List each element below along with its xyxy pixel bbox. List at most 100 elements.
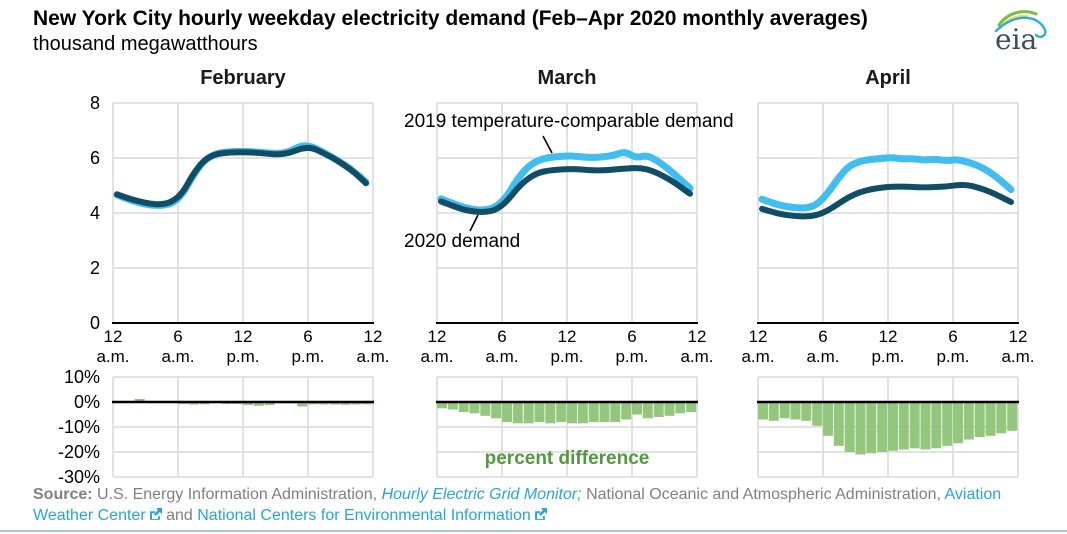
line-2020-demand	[759, 181, 1014, 220]
source-part3: and	[161, 507, 198, 524]
pct-diff-bar	[621, 402, 632, 420]
annotation-2019-demand: 2019 temperature-comparable demand	[404, 111, 734, 132]
pct-diff-bar	[253, 402, 264, 406]
pct-diff-bar	[844, 402, 855, 452]
pct-diff-bar	[675, 402, 686, 414]
source-link-aviation-weather[interactable]: Aviation Weather Center	[33, 486, 1002, 524]
pct-diff-bar	[340, 402, 351, 405]
source-part2: National Oceanic and Atmospheric Adminis…	[581, 486, 945, 503]
footer-divider	[0, 530, 1067, 532]
pct-diff-bar	[502, 402, 512, 422]
x-tick-label: 6 a.m.	[806, 327, 840, 366]
source-note: Source: U.S. Energy Information Administ…	[33, 484, 1033, 526]
pct-diff-bar	[447, 402, 458, 410]
pct-diff-bar	[779, 402, 790, 419]
pct-diff-bar	[512, 402, 523, 424]
line-2020-demand	[114, 144, 369, 208]
pct-diff-bar	[469, 402, 480, 414]
line-2019-demand	[758, 154, 1015, 212]
pct-diff-bar	[243, 402, 253, 405]
pct-diff-bar	[556, 402, 567, 422]
external-link-icon[interactable]	[534, 506, 547, 520]
percent-difference-label: percent difference	[484, 448, 650, 469]
chart-unit-subtitle: thousand megawatthours	[33, 33, 258, 55]
pct-diff-bar	[985, 402, 996, 436]
pct-diff-bar	[866, 402, 877, 454]
x-tick-label: 12 a.m.	[356, 327, 390, 366]
pct-diff-bar	[768, 402, 779, 421]
x-tick-label: 12 a.m.	[741, 327, 775, 366]
source-part1: U.S. Energy Information Administration,	[92, 486, 382, 503]
external-link-icon[interactable]	[149, 506, 162, 520]
panel-title-april: April	[865, 67, 911, 89]
y-tick-label: 0	[89, 313, 100, 333]
pct-diff-bar	[297, 402, 308, 407]
pct-diff-bar	[942, 402, 953, 446]
leader-line-2019	[542, 135, 553, 154]
pct-diff-bar	[437, 402, 447, 409]
y-tick-label: 6	[89, 148, 100, 168]
x-tick-label: 6 p.m.	[936, 327, 970, 366]
pct-diff-bar	[931, 402, 942, 449]
pct-tick-label: 10%	[63, 367, 100, 387]
pct-diff-bar	[491, 402, 502, 419]
pct-diff-bar	[974, 402, 985, 437]
pct-diff-bar	[134, 399, 145, 402]
pct-diff-bar	[823, 402, 833, 436]
x-tick-label: 12 a.m.	[420, 327, 454, 366]
pct-diff-bar	[888, 402, 898, 451]
pct-diff-bar	[545, 402, 556, 424]
y-tick-label: 2	[89, 258, 100, 278]
x-tick-label: 12 p.m.	[226, 327, 260, 366]
source-prefix: Source:	[33, 486, 93, 503]
pct-diff-bar	[567, 402, 577, 424]
pct-diff-bar	[953, 402, 963, 444]
eia-logo-text: eia	[995, 23, 1037, 54]
x-tick-label: 12 a.m.	[96, 327, 130, 366]
source-link-ncei[interactable]: National Centers for Environmental Infor…	[197, 507, 531, 524]
pct-diff-bar	[996, 402, 1007, 434]
source-link-grid-monitor[interactable]: Hourly Electric Grid Monitor	[381, 486, 578, 503]
page-title: New York City hourly weekday electricity…	[33, 7, 868, 30]
x-tick-label: 6 a.m.	[161, 327, 195, 366]
y-tick-label: 8	[89, 93, 100, 113]
pct-tick-label: -10%	[57, 417, 100, 437]
pct-diff-bar	[458, 402, 469, 412]
line-2020-demand	[438, 165, 693, 215]
pct-diff-bar	[480, 402, 491, 416]
pct-diff-bar	[686, 402, 697, 412]
x-tick-label: 6 p.m.	[291, 327, 325, 366]
line-2019-demand	[437, 149, 694, 214]
leader-line-2020	[469, 214, 479, 232]
pct-diff-bar	[653, 402, 664, 417]
pct-tick-label: -30%	[57, 467, 100, 487]
pct-diff-bar	[534, 402, 545, 422]
panel-title-march: March	[537, 67, 597, 89]
pct-diff-bar	[877, 402, 888, 452]
pct-diff-bar	[963, 402, 974, 440]
pct-tick-label: 0%	[73, 392, 100, 412]
x-tick-label: 12 a.m.	[680, 327, 714, 366]
pct-diff-bar	[909, 402, 920, 449]
x-tick-label: 12 p.m.	[550, 327, 584, 366]
pct-diff-bar	[632, 402, 642, 415]
x-tick-label: 12 p.m.	[871, 327, 905, 366]
pct-diff-bar	[801, 402, 812, 421]
annotation-2020-demand: 2020 demand	[404, 231, 521, 252]
pct-diff-bar	[664, 402, 675, 416]
x-tick-label: 12 a.m.	[1001, 327, 1035, 366]
pct-diff-bar	[577, 402, 588, 424]
pct-diff-bar	[588, 402, 599, 422]
x-tick-label: 6 p.m.	[615, 327, 649, 366]
pct-diff-bar	[855, 402, 866, 455]
pct-diff-bar	[642, 402, 653, 419]
pct-diff-bar	[812, 402, 823, 426]
pct-diff-bar	[1007, 402, 1018, 431]
pct-diff-bar	[523, 402, 534, 424]
eia-logo: eia	[986, 2, 1058, 56]
pct-diff-bar	[264, 402, 275, 405]
pct-diff-bar	[920, 402, 931, 450]
pct-diff-bar	[833, 402, 844, 446]
y-tick-label: 4	[89, 203, 100, 223]
